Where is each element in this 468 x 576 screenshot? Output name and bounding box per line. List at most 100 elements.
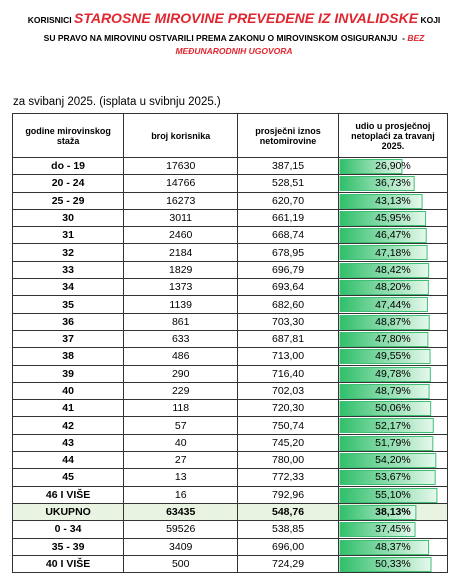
column-header: udio u prosječnoj netoplaći za travanj 2… xyxy=(337,113,449,158)
share-label: 48,20% xyxy=(375,281,411,294)
data-bar xyxy=(339,504,417,520)
cell: 720,30 xyxy=(237,399,339,418)
column-header: godine mirovinskog staža xyxy=(11,113,125,158)
cell: 118 xyxy=(123,399,239,418)
title-highlight: BEZ xyxy=(407,33,425,43)
title-line: MEĐUNARODNIH UGOVORA xyxy=(0,46,468,56)
cell: 702,03 xyxy=(237,381,339,401)
cell: 229 xyxy=(123,381,239,401)
cell: 620,70 xyxy=(237,191,339,210)
cell: 1829 xyxy=(123,260,239,280)
group-cell: 40 xyxy=(11,381,125,401)
share-cell: 50,33% xyxy=(337,554,449,574)
share-label: 48,87% xyxy=(375,315,411,328)
cell: 13 xyxy=(123,468,239,487)
share-label: 49,78% xyxy=(375,367,411,380)
header-row: godine mirovinskog staža broj korisnika pr… xyxy=(11,113,449,158)
share-label: 48,42% xyxy=(375,263,411,276)
cell: 703,30 xyxy=(237,312,339,331)
share-label: 50,06% xyxy=(375,402,411,415)
title-highlight: STAROSNE MIROVINE PREVEDENE IZ INVALIDSK… xyxy=(73,10,419,26)
share-cell: 48,42% xyxy=(337,260,449,280)
group-cell: do - 19 xyxy=(11,156,125,176)
share-label: 26,90% xyxy=(375,160,411,173)
share-label: 54,20% xyxy=(375,454,411,467)
group-cell: 42 xyxy=(11,416,125,435)
cell: 548,76 xyxy=(237,502,339,522)
row: 35 - 39 3409 696,00 48,37% xyxy=(11,537,449,556)
data-bar-area xyxy=(339,262,430,278)
share-cell: 52,17% xyxy=(337,416,449,435)
share-cell: 43,13% xyxy=(337,191,449,210)
row: 43 40 745,20 51,79% xyxy=(11,433,449,453)
group-cell: 45 xyxy=(11,468,125,487)
share-label: 43,13% xyxy=(375,194,411,207)
group-cell: 20 - 24 xyxy=(11,174,125,193)
row: 33 1829 696,79 48,42% xyxy=(11,260,449,280)
share-label: 37,45% xyxy=(375,523,411,536)
data-bar-area xyxy=(339,210,426,226)
data-bar-area xyxy=(339,401,432,417)
cell: 713,00 xyxy=(237,347,339,366)
data-bar-area xyxy=(339,504,417,520)
share-label: 36,73% xyxy=(375,177,411,190)
row: 42 57 750,74 52,17% xyxy=(11,416,449,435)
cell: 661,19 xyxy=(237,208,339,228)
share-label: 53,67% xyxy=(375,471,411,484)
row: 45 13 772,33 53,67% xyxy=(11,468,449,487)
share-cell: 51,79% xyxy=(337,433,449,453)
cell: 16273 xyxy=(123,191,239,210)
cell: 861 xyxy=(123,312,239,331)
row: 46 I VIŠE 16 792,96 55,10% xyxy=(11,485,449,504)
data-bar xyxy=(339,176,415,192)
data-bar-area xyxy=(339,539,429,555)
share-cell: 47,44% xyxy=(337,295,449,314)
row: 25 - 29 16273 620,70 43,13% xyxy=(11,191,449,210)
row: 35 1139 682,60 47,44% xyxy=(11,295,449,314)
data-bar xyxy=(339,280,429,296)
cell: 14766 xyxy=(123,174,239,193)
group-cell: UKUPNO xyxy=(11,502,125,522)
title-line: SU PRAVO NA MIROVINU OSTVARILI PREMA ZAK… xyxy=(0,33,468,43)
data-bar xyxy=(339,262,430,278)
data-bar xyxy=(339,418,434,434)
data-bar xyxy=(339,487,438,503)
data-bar-area xyxy=(339,280,429,296)
cell: 17630 xyxy=(123,156,239,176)
data-bar-area xyxy=(339,331,429,347)
share-cell: 54,20% xyxy=(337,451,449,470)
data-bar-area xyxy=(339,383,430,399)
data-bar xyxy=(339,366,431,382)
share-label: 55,10% xyxy=(375,488,411,501)
row: 20 - 24 14766 528,51 36,73% xyxy=(11,174,449,193)
cell: 16 xyxy=(123,485,239,504)
share-cell: 48,37% xyxy=(337,537,449,556)
group-cell: 30 xyxy=(11,208,125,228)
title-text: SU PRAVO NA MIROVINU OSTVARILI PREMA ZAK… xyxy=(43,33,405,43)
share-label: 48,79% xyxy=(375,385,411,397)
data-bar xyxy=(339,297,428,313)
row: 32 2184 678,95 47,18% xyxy=(11,243,449,262)
share-cell: 50,06% xyxy=(337,399,449,418)
share-cell: 49,78% xyxy=(337,364,449,383)
group-cell: 41 xyxy=(11,399,125,418)
share-label: 46,47% xyxy=(375,229,411,242)
data-bar-area xyxy=(339,159,403,174)
data-bar xyxy=(339,401,432,417)
group-cell: 38 xyxy=(11,347,125,366)
share-cell: 46,47% xyxy=(337,226,449,245)
cell: 696,00 xyxy=(237,537,339,556)
group-cell: 37 xyxy=(11,329,125,349)
data-bar xyxy=(339,349,431,365)
share-cell: 37,45% xyxy=(337,520,449,539)
share-cell: 47,80% xyxy=(337,329,449,349)
data-bar xyxy=(339,228,427,244)
row: 40 229 702,03 48,79% xyxy=(11,381,449,401)
row: 41 118 720,30 50,06% xyxy=(11,399,449,418)
cell: 3409 xyxy=(123,537,239,556)
row: 0 - 34 59526 538,85 37,45% xyxy=(11,520,449,539)
title-highlight: MEĐUNARODNIH UGOVORA xyxy=(175,46,293,56)
data-bar-area xyxy=(339,435,434,451)
cell: 1139 xyxy=(123,295,239,314)
